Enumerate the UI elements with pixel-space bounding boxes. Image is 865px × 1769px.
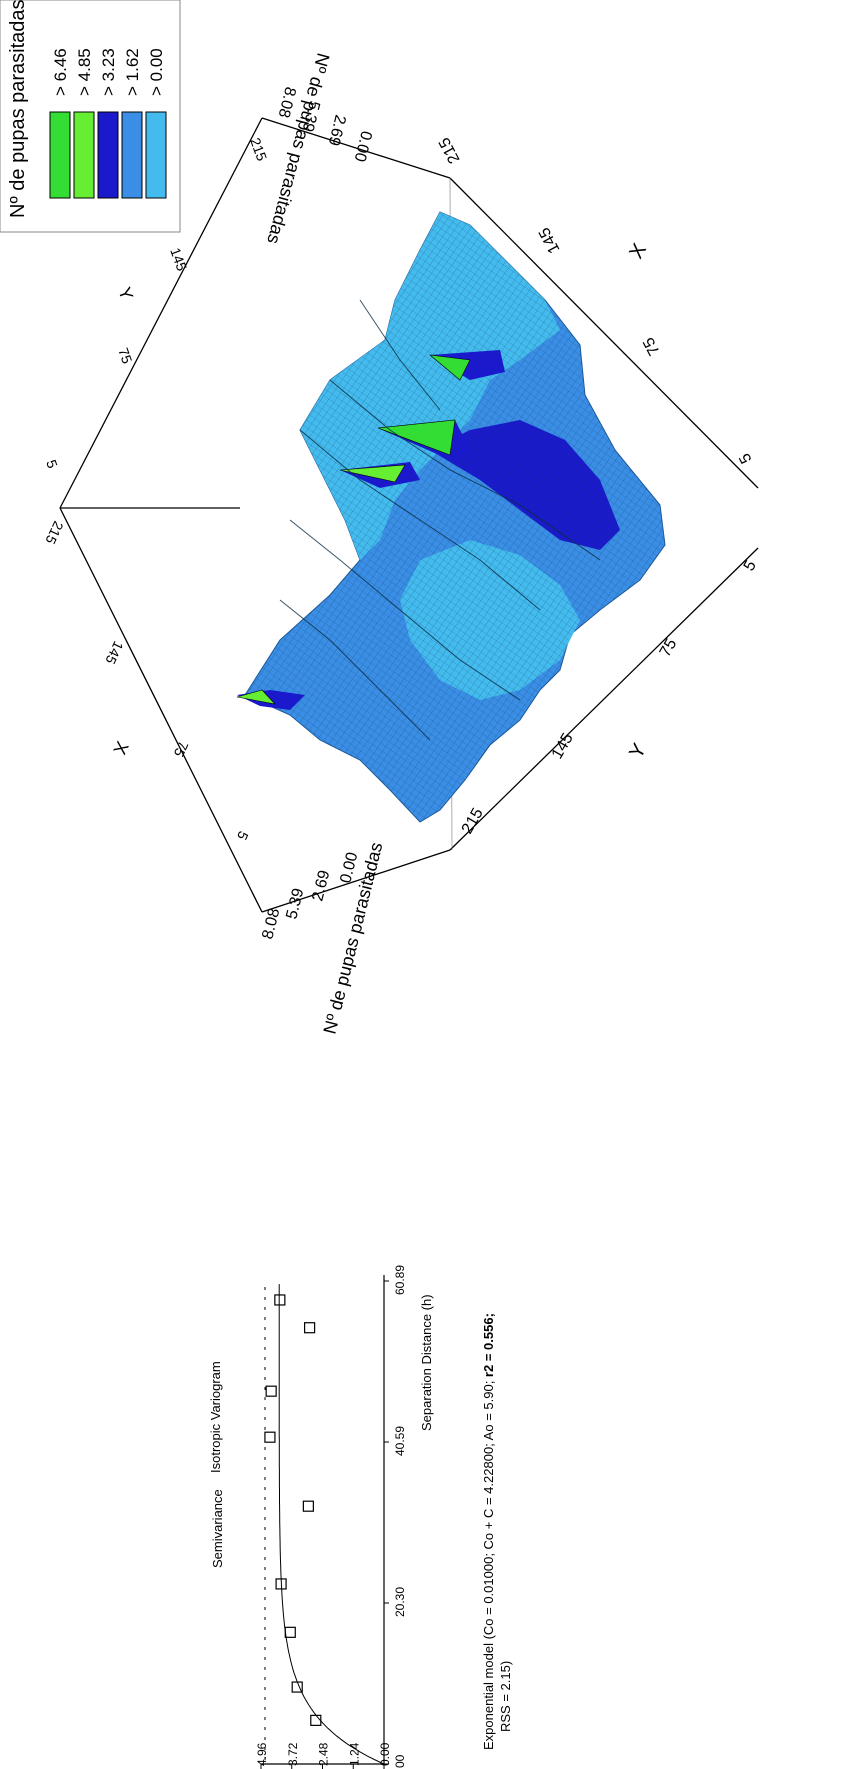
y-tick-back: 215 xyxy=(247,136,270,164)
y-tick-front: 5 xyxy=(736,450,755,466)
y-tick-back: 145 xyxy=(167,246,190,274)
peak-4-top xyxy=(339,464,406,483)
variogram-point xyxy=(302,1500,314,1512)
variogram-xlabel: Separation Distance (h) xyxy=(419,1294,434,1431)
variogram-x-tick-label: 60.89 xyxy=(393,1265,407,1295)
peak-3-top xyxy=(377,419,456,456)
legend-title: Nº de pupas parasitadas xyxy=(7,0,29,218)
legend: Nº de pupas parasitadas > 6.46 > 4.85 > 3.… xyxy=(0,0,181,233)
legend-label: > 4.85 xyxy=(75,48,94,96)
variogram-point xyxy=(275,1578,287,1590)
variogram-point xyxy=(304,1322,316,1334)
x-tick-back: 145 xyxy=(102,639,126,667)
y-tick-back: 5 xyxy=(43,458,61,471)
peak-2-top xyxy=(429,354,471,381)
surface-body-mesh xyxy=(245,212,665,822)
variogram-point xyxy=(310,1714,322,1726)
variogram-y-tick-label: 4.96 xyxy=(255,1742,269,1766)
x-tick-back: 75 xyxy=(171,739,192,760)
x-tick-back: 5 xyxy=(234,829,252,843)
x-tick-back: 215 xyxy=(42,519,66,547)
legend-label: > 0.00 xyxy=(147,48,166,96)
legend-swatch xyxy=(145,111,167,199)
legend-label: > 6.46 xyxy=(51,48,70,96)
z-tick-back: 8.08 xyxy=(275,85,299,119)
variogram-caption-line-1: Exponential model (Co = 0.01000; Co + C … xyxy=(481,1313,496,1750)
variogram-ylabel: Semivariance xyxy=(210,1489,225,1568)
x-tick-front: 215 xyxy=(459,805,487,837)
variogram-model-curve xyxy=(278,1284,385,1765)
y-tick-front: 75 xyxy=(640,334,663,358)
surface-body xyxy=(236,211,666,823)
variogram-x-tick-label: 0.00 xyxy=(393,1754,407,1769)
y-axis-title-front: Y xyxy=(625,740,651,763)
variogram-y-tick-label: 0.00 xyxy=(378,1742,392,1766)
variogram-point xyxy=(291,1681,303,1693)
x-axis-title-back: X xyxy=(109,738,132,757)
variogram-caption-line-2: RSS = 2.15) xyxy=(498,1661,513,1732)
x-tick-front: 5 xyxy=(741,558,760,574)
variogram-y-tick-label: 3.72 xyxy=(286,1742,300,1766)
variogram-point xyxy=(274,1294,286,1306)
surface-ridges xyxy=(279,299,601,741)
legend-swatch xyxy=(121,111,143,199)
variogram-chart: 0.001.242.483.724.960.0020.3040.5960.89 … xyxy=(208,1265,513,1769)
variogram-x-tick-label: 40.59 xyxy=(393,1426,407,1456)
variogram-y-tick-label: 1.24 xyxy=(347,1742,361,1766)
surface-plot: 8.085.392.690.008.08 5.39 2.69 0.0057514521… xyxy=(42,51,760,1036)
variogram-point xyxy=(284,1626,296,1638)
x-tick-front: 145 xyxy=(549,730,577,762)
legend-swatch xyxy=(73,111,95,199)
legend-label: > 3.23 xyxy=(99,48,118,96)
z-tick-front: 2.69 xyxy=(309,869,333,903)
variogram-x-tick-label: 20.30 xyxy=(393,1587,407,1617)
legend-label: > 1.62 xyxy=(123,48,142,96)
variogram-point xyxy=(265,1385,277,1397)
legend-swatch xyxy=(97,111,119,199)
z-tick-back: 0.00 xyxy=(351,129,375,163)
z-axis-title-back: Nº de pupas parasitadas xyxy=(263,51,333,246)
variogram-title: Isotropic Variogram xyxy=(208,1361,223,1473)
peak-1-top xyxy=(236,689,276,705)
y-tick-front: 215 xyxy=(436,134,464,166)
y-tick-front: 145 xyxy=(536,224,564,256)
y-tick-back: 75 xyxy=(115,346,135,366)
z-tick-front: 5.39 xyxy=(283,887,307,921)
z-tick-back: 2.69 xyxy=(325,113,349,147)
x-axis-title-front: X xyxy=(625,240,651,263)
legend-swatch xyxy=(49,111,71,199)
y-axis-title-back: Y xyxy=(114,285,137,303)
variogram-point xyxy=(264,1431,276,1443)
x-tick-front: 75 xyxy=(657,636,681,660)
variogram-y-tick-label: 2.48 xyxy=(317,1742,331,1766)
